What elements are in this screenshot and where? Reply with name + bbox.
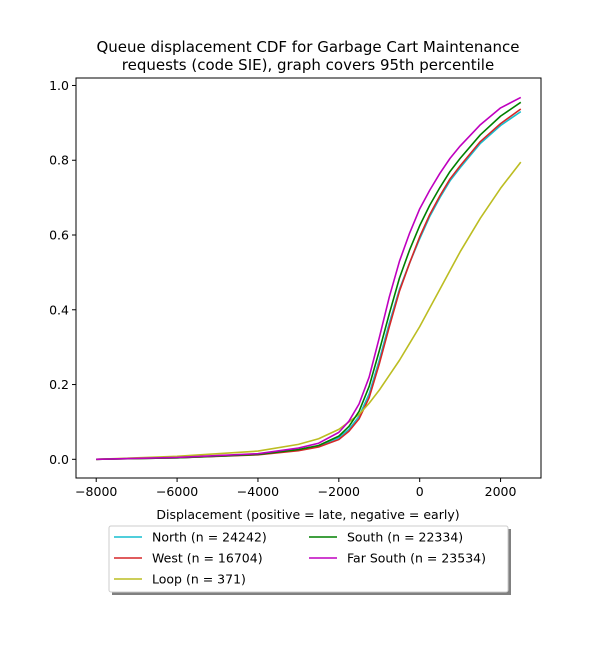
series-line-3 <box>96 101 522 461</box>
series-line-2 <box>96 161 522 461</box>
x-tick-label: 2000 <box>485 484 517 499</box>
x-tick-label: −8000 <box>75 484 117 499</box>
series-lines <box>96 96 522 461</box>
y-tick-label: 0.8 <box>49 153 69 168</box>
x-axis-ticks: −8000 −6000 −4000 −2000 0 2000 <box>75 478 517 499</box>
x-tick-label: 0 <box>416 484 424 499</box>
y-tick-label: 0.2 <box>49 377 69 392</box>
series-line-4 <box>96 96 522 461</box>
y-tick-label: 1.0 <box>49 78 69 93</box>
chart-title-line-2: requests (code SIE), graph covers 95th p… <box>122 56 494 74</box>
x-tick-label: −2000 <box>318 484 360 499</box>
plot-area <box>75 77 542 479</box>
legend-label: Loop (n = 371) <box>152 572 246 587</box>
y-tick-label: 0.0 <box>49 452 69 467</box>
plot-frame <box>75 77 542 479</box>
y-tick-label: 0.4 <box>49 302 69 317</box>
series-line-1 <box>96 108 522 461</box>
legend: North (n = 24242) West (n = 16704) Loop (n… <box>108 525 511 595</box>
chart-title-line-1: Queue displacement CDF for Garbage Cart … <box>96 38 519 56</box>
y-axis-ticks: 0.0 0.2 0.4 0.6 0.8 1.0 <box>49 78 76 467</box>
x-tick-label: −6000 <box>156 484 198 499</box>
legend-box <box>108 525 509 593</box>
legend-label: West (n = 16704) <box>152 551 263 566</box>
legend-label: Far South (n = 23534) <box>347 551 486 566</box>
legend-label: South (n = 22334) <box>347 530 463 545</box>
legend-label: North (n = 24242) <box>152 530 267 545</box>
y-tick-label: 0.6 <box>49 228 69 243</box>
x-tick-label: −4000 <box>237 484 279 499</box>
x-axis-label: Displacement (positive = late, negative … <box>156 507 459 522</box>
